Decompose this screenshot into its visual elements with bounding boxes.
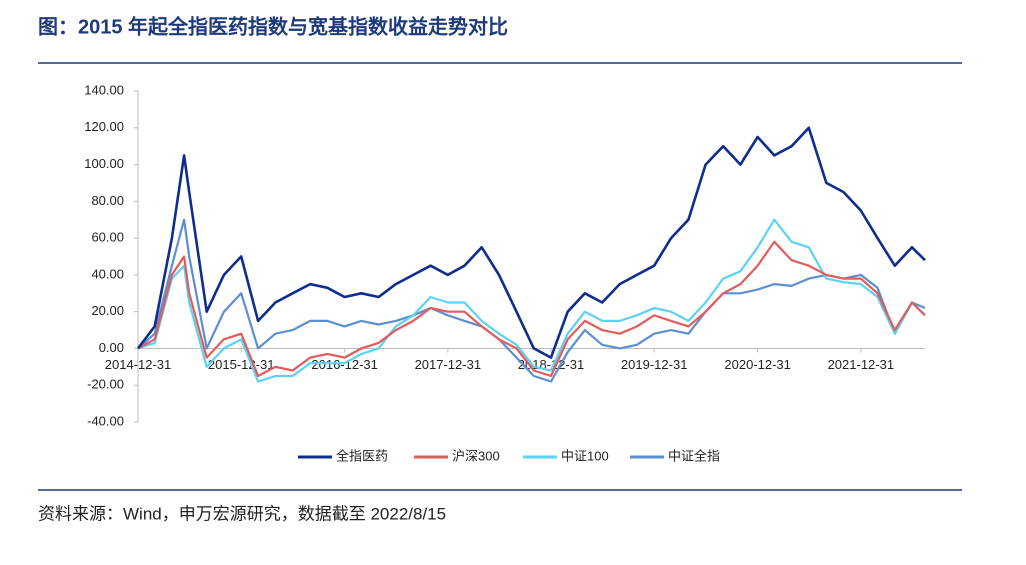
x-tick-label: 2020-12-31 — [724, 357, 791, 372]
source: 资料来源：Wind，申万宏源研究，数据截至 2022/8/15 — [38, 504, 446, 523]
series-line — [137, 240, 926, 378]
y-tick-label: 0.00 — [99, 340, 124, 355]
series-line — [136, 126, 926, 359]
series-line — [137, 218, 926, 383]
series-line — [137, 218, 926, 383]
y-tick-label: 60.00 — [91, 230, 124, 245]
x-tick-label: 2019-12-31 — [621, 357, 688, 372]
y-tick-label: 140.00 — [84, 82, 124, 97]
chart-title: 图：2015 年起全指医药指数与宽基指数收益走势对比 — [38, 14, 508, 38]
y-tick-label: 80.00 — [91, 193, 124, 208]
x-tick-label: 2014-12-31 — [105, 357, 172, 372]
x-tick-label: 2018-12-31 — [518, 357, 585, 372]
y-tick-label: 20.00 — [91, 303, 124, 318]
legend-label: 沪深300 — [452, 448, 500, 463]
legend-label: 中证100 — [561, 448, 609, 463]
x-tick-label: 2017-12-31 — [415, 357, 482, 372]
y-tick-label: 100.00 — [84, 156, 124, 171]
y-tick-label: -40.00 — [87, 413, 124, 428]
x-tick-label: 2016-12-31 — [311, 357, 378, 372]
y-tick-label: 120.00 — [84, 119, 124, 134]
y-tick-label: 40.00 — [91, 266, 124, 281]
legend-label: 全指医药 — [336, 448, 388, 463]
y-tick-label: -20.00 — [87, 377, 124, 392]
x-tick-label: 2021-12-31 — [828, 357, 895, 372]
legend-label: 中证全指 — [668, 448, 720, 463]
x-tick-label: 2015-12-31 — [208, 357, 275, 372]
